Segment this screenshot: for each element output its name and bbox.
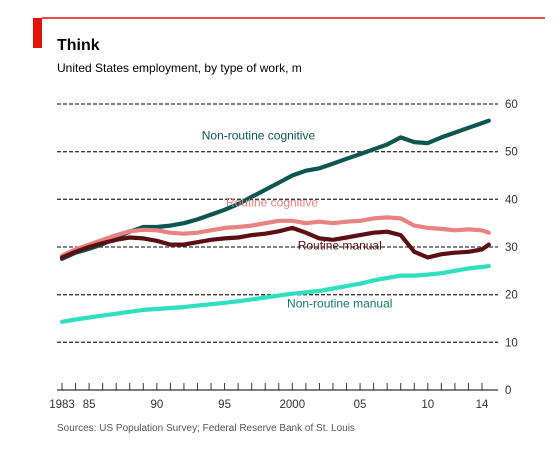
source-note: Sources: US Population Survey; Federal R…	[57, 423, 355, 434]
x-tick-label: 14	[476, 399, 489, 411]
x-tick-label: 1983	[49, 399, 75, 411]
x-tick-label: 95	[218, 399, 231, 411]
x-tick-label: 90	[150, 399, 163, 411]
x-tick-label: 2000	[280, 399, 306, 411]
series-label-routine-manual: Routine manual	[298, 238, 382, 252]
grid-lines	[57, 103, 498, 391]
x-axis: 1983 85 90 95 2000 05 10 14	[49, 383, 489, 411]
y-tick-label: 0	[505, 385, 511, 397]
series-line-non-routine-manual	[59, 264, 491, 324]
chart-subtitle: United States employment, by type of wor…	[57, 61, 302, 75]
series-lines	[59, 118, 491, 324]
series-label-non-routine-manual: Non-routine manual	[287, 297, 392, 311]
x-tick-label: 85	[83, 399, 96, 411]
y-tick-label: 60	[505, 99, 518, 111]
y-tick-label: 30	[505, 242, 518, 254]
series-label-routine-cognitive: Routine cognitive	[226, 195, 318, 209]
y-tick-label: 20	[505, 290, 518, 302]
series-label-non-routine-cognitive: Non-routine cognitive	[202, 128, 316, 142]
series-line-routine-cognitive	[59, 215, 491, 258]
series-labels: Non-routine cognitive Routine cognitive Ro…	[202, 128, 393, 310]
accent-bar	[33, 18, 42, 48]
y-axis-ticks: 0 10 20 30 40 50 60	[505, 99, 518, 397]
y-tick-label: 40	[505, 194, 518, 206]
y-tick-label: 50	[505, 147, 518, 159]
chart-title: Think	[57, 37, 100, 54]
y-tick-label: 10	[505, 337, 518, 349]
series-line-routine-manual	[59, 225, 491, 260]
x-tick-label: 10	[421, 399, 434, 411]
x-tick-label: 05	[354, 399, 367, 411]
